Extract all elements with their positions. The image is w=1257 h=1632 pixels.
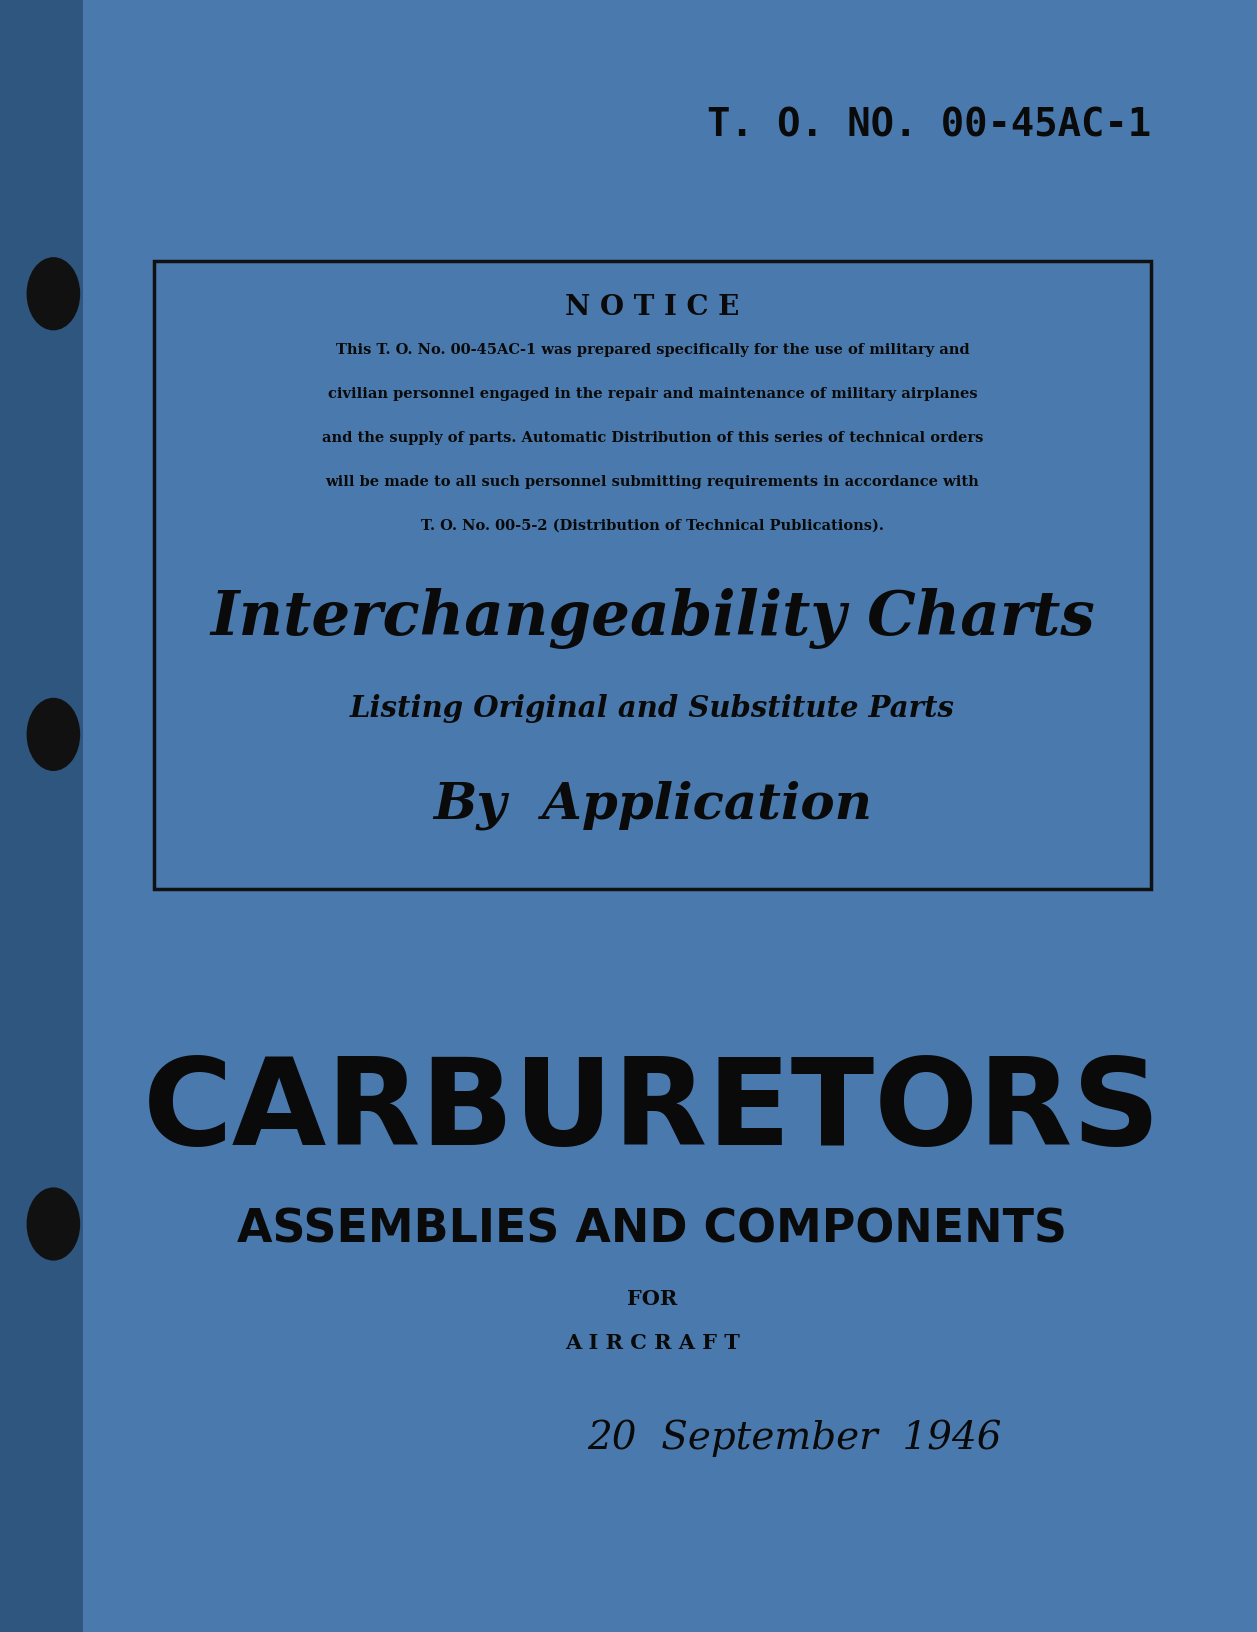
Text: and the supply of parts. Automatic Distribution of this series of technical orde: and the supply of parts. Automatic Distr… xyxy=(322,431,983,446)
Text: ASSEMBLIES AND COMPONENTS: ASSEMBLIES AND COMPONENTS xyxy=(238,1208,1067,1253)
Circle shape xyxy=(28,258,79,330)
Text: civilian personnel engaged in the repair and maintenance of military airplanes: civilian personnel engaged in the repair… xyxy=(328,387,977,401)
Text: Interchangeability Charts: Interchangeability Charts xyxy=(210,588,1095,648)
Text: CARBURETORS: CARBURETORS xyxy=(143,1053,1161,1170)
Text: T. O. No. 00-5-2 (Distribution of Technical Publications).: T. O. No. 00-5-2 (Distribution of Techni… xyxy=(421,519,884,534)
Text: This T. O. No. 00-45AC-1 was prepared specifically for the use of military and: This T. O. No. 00-45AC-1 was prepared sp… xyxy=(336,343,969,357)
Circle shape xyxy=(28,1188,79,1260)
Text: A I R C R A F T: A I R C R A F T xyxy=(564,1333,740,1353)
Circle shape xyxy=(28,698,79,770)
Text: T. O. NO. 00-45AC-1: T. O. NO. 00-45AC-1 xyxy=(706,106,1150,144)
Text: By  Application: By Application xyxy=(432,780,872,829)
Text: Listing Original and Substitute Parts: Listing Original and Substitute Parts xyxy=(349,694,955,723)
Text: N O T I C E: N O T I C E xyxy=(566,294,739,322)
Bar xyxy=(0,0,83,1632)
Text: 20  September  1946: 20 September 1946 xyxy=(587,1420,1002,1457)
Text: will be made to all such personnel submitting requirements in accordance with: will be made to all such personnel submi… xyxy=(326,475,979,490)
Text: FOR: FOR xyxy=(627,1289,678,1309)
Bar xyxy=(155,261,1150,889)
